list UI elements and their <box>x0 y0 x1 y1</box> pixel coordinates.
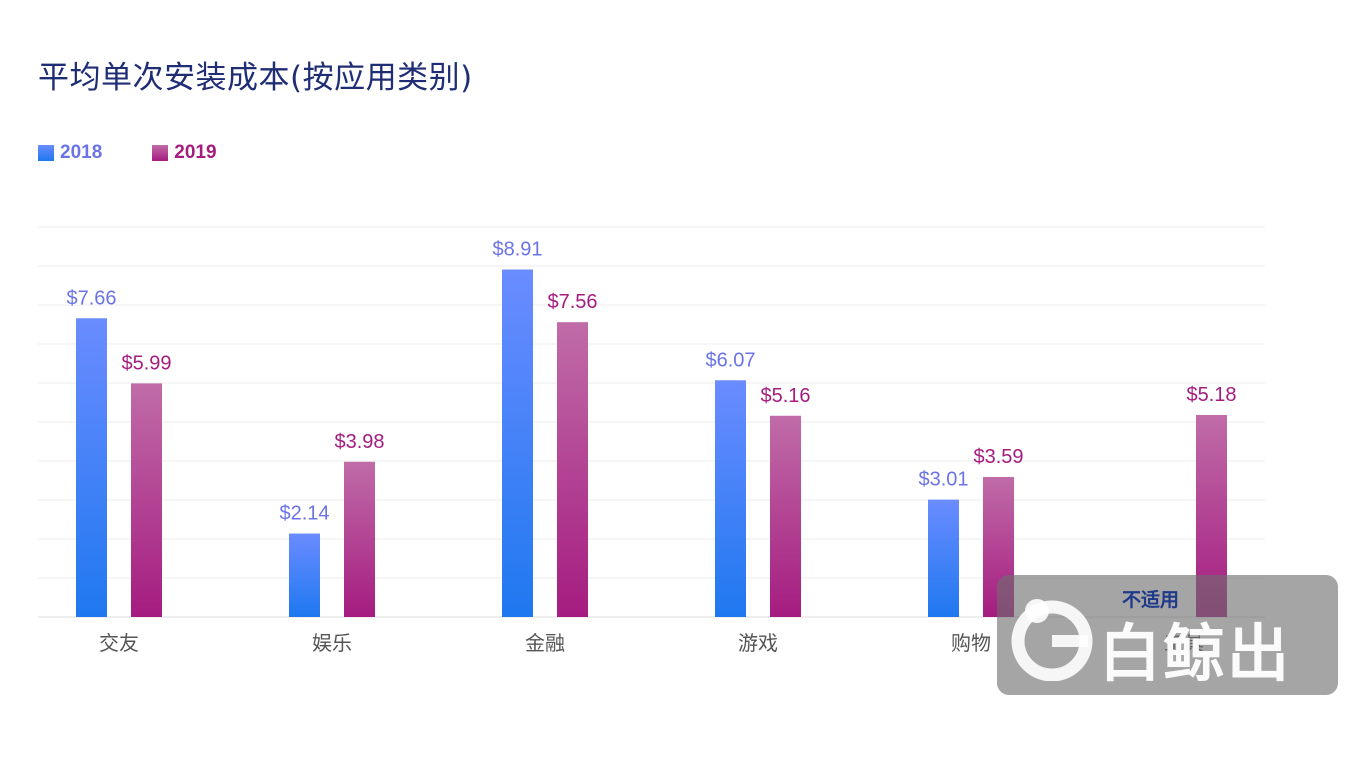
bar-2018-2 <box>502 269 533 617</box>
watermark-note: 不适用 <box>1122 589 1180 611</box>
legend: 2018 2019 <box>38 142 217 164</box>
bar-chart: $7.66 $5.99 $2.14 $3.98 $8.91 $7.56 $6.07$5.16… <box>38 226 1265 655</box>
x-tick-label: 游戏 <box>738 631 778 655</box>
bar-2018-1 <box>289 533 320 617</box>
data-label-2018-0: $7.66 <box>66 287 116 309</box>
watermark: 不适用 白鲸出海 <box>997 575 1338 780</box>
data-label-2018-3: $6.07 <box>705 349 755 371</box>
data-labels: $7.66 $5.99 $2.14 $3.98 $8.91 $7.56 $6.07$5.16… <box>66 239 1236 525</box>
legend-swatch-2018 <box>38 145 54 161</box>
x-tick-label: 金融 <box>525 631 565 655</box>
data-label-2019-0: $5.99 <box>121 352 171 374</box>
whale-logo-icon <box>1011 599 1093 681</box>
legend-label-2019: 2019 <box>174 142 217 163</box>
legend-label-2018: 2018 <box>60 142 103 163</box>
bar-2019-1 <box>344 461 375 617</box>
bar-2018-4 <box>928 499 959 617</box>
bar-2018-3 <box>715 380 746 617</box>
data-label-2019-3: $5.16 <box>760 385 810 407</box>
bar-2019-2 <box>557 322 588 617</box>
bar-2019-0 <box>131 383 162 617</box>
watermark-logo-text: 白鲸出海 <box>1099 617 1292 780</box>
data-label-2018-4: $3.01 <box>918 469 968 491</box>
bars <box>76 269 1227 617</box>
data-label-2019-5: $5.18 <box>1186 384 1236 406</box>
data-label-2019-4: $3.59 <box>973 446 1023 468</box>
data-label-2019-1: $3.98 <box>334 431 384 453</box>
bar-2019-3 <box>770 415 801 617</box>
x-tick-label: 交友 <box>99 631 139 655</box>
legend-item-2019[interactable]: 2019 <box>152 142 217 164</box>
grid-lines <box>38 226 1265 618</box>
data-label-2018-2: $8.91 <box>492 239 542 261</box>
data-label-2018-1: $2.14 <box>279 503 329 525</box>
bar-2018-0 <box>76 318 107 617</box>
data-label-2019-2: $7.56 <box>547 291 597 313</box>
legend-swatch-2019 <box>152 145 169 161</box>
x-tick-label: 购物 <box>951 631 991 655</box>
x-tick-label: 娱乐 <box>312 631 352 655</box>
chart-title: 平均单次安装成本(按应用类别) <box>38 60 473 96</box>
legend-item-2018[interactable]: 2018 <box>38 142 102 164</box>
